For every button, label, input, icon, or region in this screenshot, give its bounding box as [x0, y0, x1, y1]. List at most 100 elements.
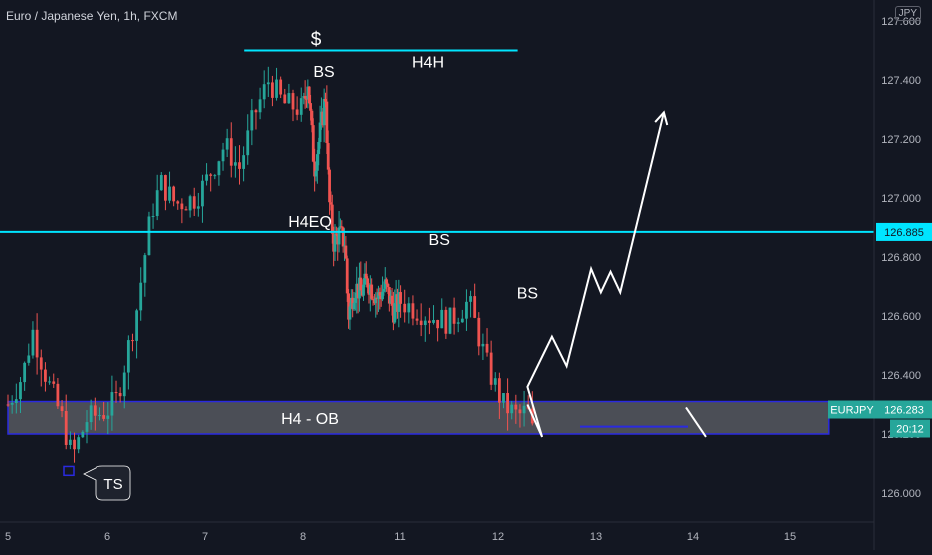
candle-body — [238, 162, 241, 169]
currency-badge[interactable]: JPY — [894, 6, 921, 21]
candle-body — [291, 93, 295, 110]
candle-body — [114, 392, 118, 394]
candle-body — [295, 109, 299, 115]
candle-body — [151, 216, 155, 218]
candle-body — [250, 110, 254, 131]
candle-body — [110, 392, 114, 416]
candle-body — [217, 161, 221, 176]
candle-body — [201, 180, 204, 207]
symbol-title: Euro / Japanese Yen, 1h, FXCM — [6, 9, 178, 23]
level-sublabel: H4H — [412, 55, 444, 72]
candle-body — [428, 320, 431, 323]
x-tick-label: 13 — [590, 531, 602, 543]
candle-body — [460, 318, 464, 323]
candle-body — [363, 273, 367, 285]
y-tick-label: 126.800 — [881, 252, 921, 264]
y-tick-label: 126.400 — [881, 370, 921, 382]
candle-body — [213, 175, 217, 177]
y-tick-label: 127.200 — [881, 134, 921, 146]
candle-body — [221, 149, 225, 162]
candle-body — [64, 410, 68, 445]
candle-body — [131, 340, 134, 342]
candle-body — [497, 378, 501, 403]
candle-body — [23, 362, 27, 383]
candle-body — [374, 297, 378, 304]
level-axis-tag — [876, 222, 932, 241]
countdown-tag-text: 20:12 — [896, 424, 924, 436]
candle-body — [73, 439, 76, 450]
candle-body — [311, 125, 315, 162]
candle-body — [93, 405, 97, 416]
candle-body — [258, 99, 262, 113]
candle-body — [192, 196, 196, 209]
candle-body — [348, 306, 352, 320]
candle-body — [271, 82, 274, 98]
candle-body — [81, 431, 85, 438]
candle-body — [14, 399, 18, 404]
candle-body — [510, 404, 514, 414]
candle-body — [122, 372, 126, 397]
candle-body — [334, 233, 338, 235]
candle-body — [85, 422, 89, 432]
order-block-zone — [7, 400, 830, 435]
candle-body — [403, 303, 407, 313]
zone-label: H4 - OB — [281, 411, 339, 428]
candle-body — [246, 130, 250, 156]
bs-label: BS — [517, 285, 538, 302]
candle-body — [522, 405, 526, 414]
candle-body — [452, 307, 456, 324]
y-tick-label: 127.600 — [881, 16, 921, 28]
x-tick-label: 8 — [300, 531, 306, 543]
candle-body — [370, 284, 374, 299]
candle-body — [469, 296, 472, 302]
candle-body — [518, 409, 522, 414]
candle-body — [176, 201, 180, 204]
symbol-tag — [828, 400, 876, 419]
ts-marker-box — [63, 465, 75, 477]
candle-body — [106, 415, 110, 419]
candle-body — [44, 369, 47, 382]
candle-body — [322, 98, 326, 126]
candle-body — [333, 233, 337, 252]
candle-body — [325, 101, 329, 144]
candle-body — [383, 279, 387, 289]
candle-body — [303, 96, 307, 99]
candle-body — [423, 320, 427, 326]
candle-body — [279, 79, 283, 95]
y-tick-label: 126.000 — [881, 488, 921, 500]
candle-body — [205, 174, 208, 181]
candle-body — [307, 86, 311, 104]
projection-path — [526, 112, 665, 438]
candle-body — [329, 202, 333, 205]
x-tick-label: 14 — [687, 531, 699, 543]
candle-body — [180, 203, 184, 210]
candle-body — [310, 110, 314, 126]
candle-body — [313, 161, 317, 177]
candle-body — [344, 245, 348, 259]
candle-body — [283, 94, 287, 104]
candle-body — [485, 343, 489, 353]
level-label: $ — [311, 30, 322, 51]
candle-body — [77, 437, 81, 450]
candle-body — [275, 79, 278, 98]
candle-body — [415, 318, 419, 321]
bs-label: BS — [313, 64, 334, 81]
candle-body — [19, 382, 22, 400]
candle-body — [481, 343, 485, 347]
candle-body — [419, 320, 423, 326]
candle-body — [317, 141, 321, 155]
candle-body — [184, 209, 188, 211]
ts-callout — [83, 465, 131, 501]
down-arrow-shaft — [685, 406, 707, 438]
candle-body — [493, 378, 497, 385]
zones-layer: H4 - OB — [7, 400, 830, 435]
y-tick-label: 127.400 — [881, 75, 921, 87]
x-tick-label: 5 — [5, 531, 11, 543]
candle-body — [399, 292, 402, 304]
candle-body — [407, 303, 411, 313]
candle-body — [60, 406, 64, 411]
candles-layer — [6, 66, 534, 463]
